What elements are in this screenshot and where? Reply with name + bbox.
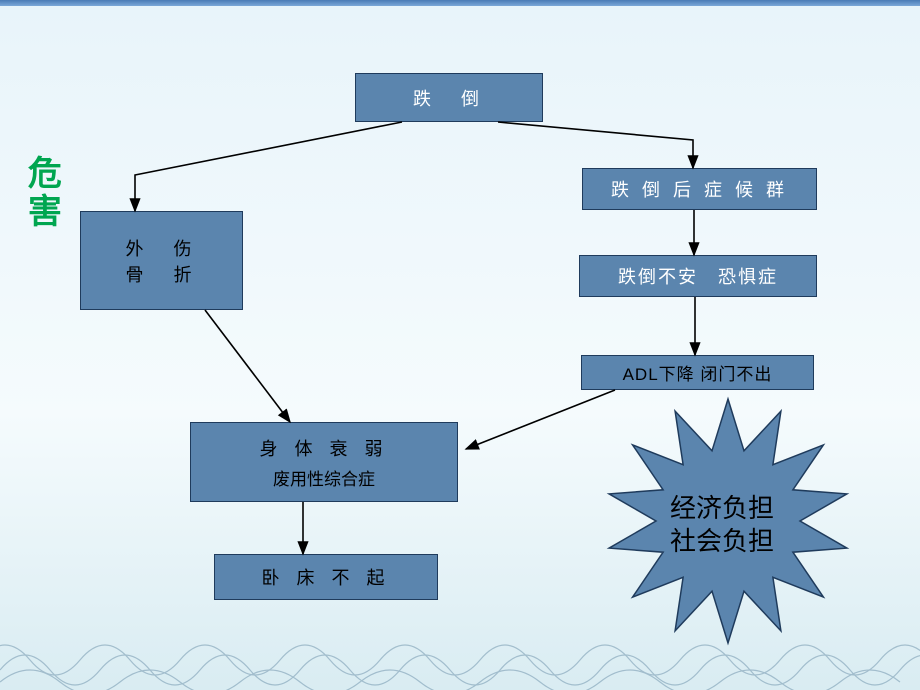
node-injury-line1: 外 伤 — [126, 235, 198, 261]
star-label: 经济负担 社会负担 — [670, 492, 774, 557]
star-label1: 经济负担 — [670, 492, 774, 525]
node-postfall-text: 跌 倒 后 症 候 群 — [611, 176, 788, 202]
node-fall-text: 跌 倒 — [413, 85, 485, 111]
node-phobia: 跌倒不安 恐惧症 — [579, 255, 817, 297]
node-adl-text: ADL下降 闭门不出 — [623, 360, 773, 385]
topbar — [0, 0, 920, 6]
node-fall: 跌 倒 — [355, 73, 543, 122]
node-adl: ADL下降 闭门不出 — [581, 355, 814, 390]
node-weak-line2: 废用性综合症 — [273, 465, 375, 490]
node-postfall: 跌 倒 后 症 候 群 — [582, 168, 817, 210]
node-injury: 外 伤 骨 折 — [80, 211, 243, 310]
slide-title: 危害 — [22, 155, 59, 231]
node-weak: 身 体 衰 弱 废用性综合症 — [190, 422, 458, 502]
node-injury-line2: 骨 折 — [126, 261, 198, 287]
node-bedridden-text: 卧 床 不 起 — [261, 564, 390, 590]
node-phobia-text: 跌倒不安 恐惧症 — [618, 263, 778, 289]
node-bedridden: 卧 床 不 起 — [214, 554, 438, 600]
wave-decoration — [0, 610, 920, 690]
star-label2: 社会负担 — [670, 525, 774, 558]
node-weak-line1: 身 体 衰 弱 — [259, 435, 388, 461]
